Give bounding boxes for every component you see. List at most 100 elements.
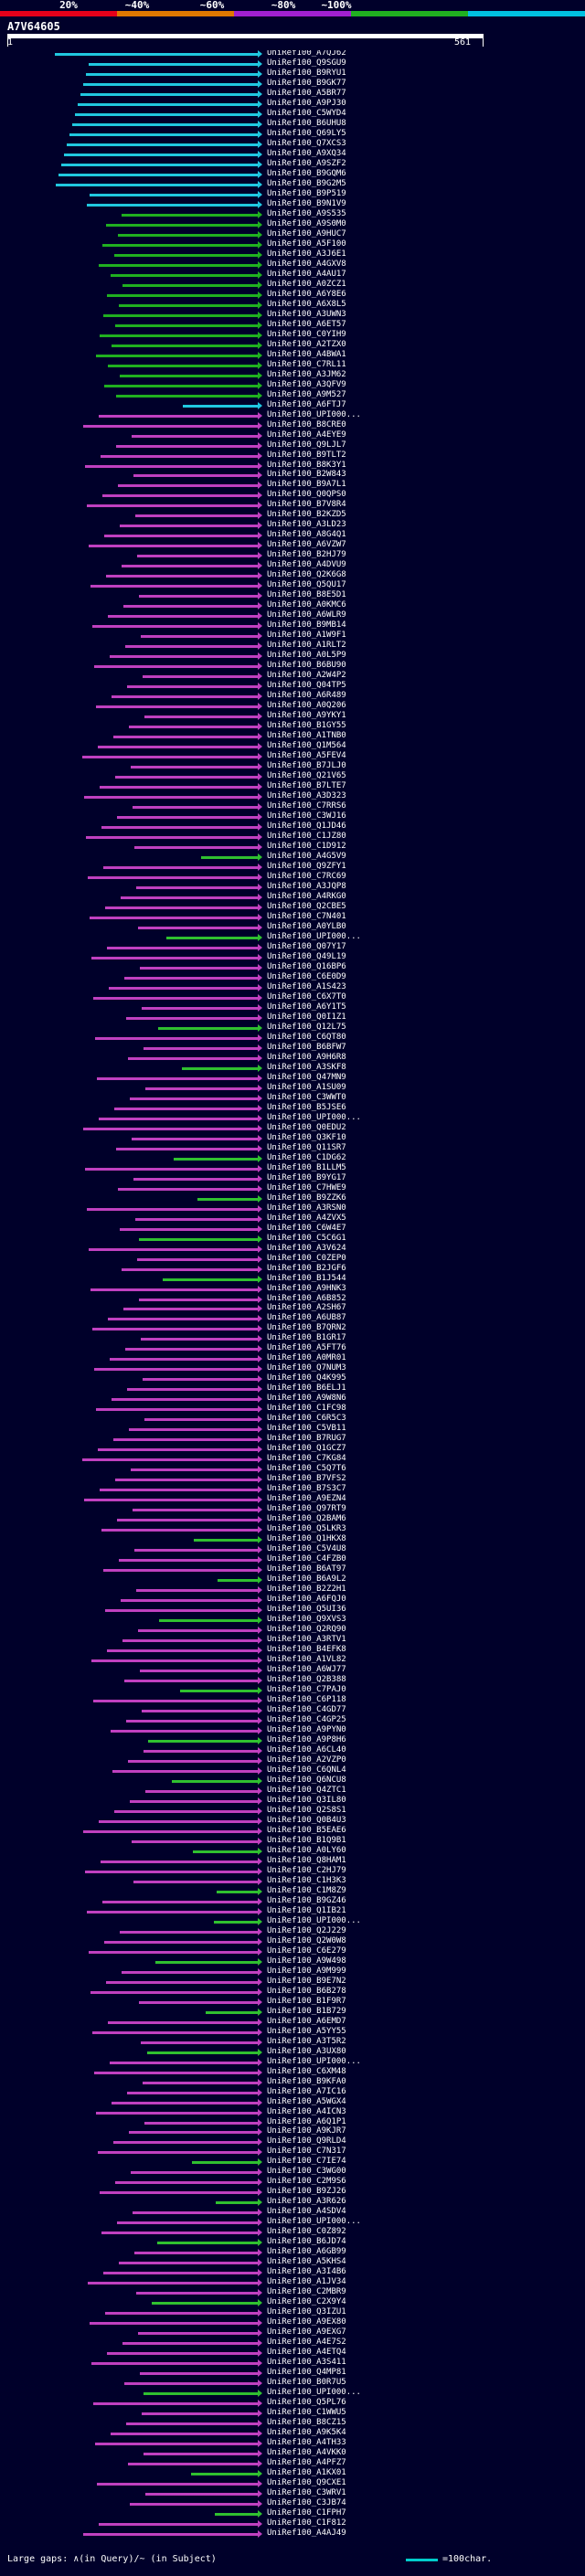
hit-label[interactable]: UniRef100_A9S535 [267,208,346,218]
hit-label[interactable]: UniRef100_Q3IZU1 [267,2307,346,2317]
hit-label[interactable]: UniRef100_B2Z2H1 [267,1585,346,1595]
hit-label[interactable]: UniRef100_B1GY55 [267,721,346,731]
hit-row[interactable]: UniRef100_A9W8N6 [0,1394,585,1404]
hit-row[interactable]: UniRef100_A4SDV4 [0,2207,585,2217]
hit-row[interactable]: UniRef100_B2HJ79 [0,550,585,560]
hit-row[interactable]: UniRef100_B9GQM6 [0,169,585,179]
hit-label[interactable]: UniRef100_A3RTV1 [267,1635,346,1645]
hit-row[interactable]: UniRef100_C5C6G1 [0,1234,585,1244]
hit-row[interactable]: UniRef100_Q7NUM3 [0,1363,585,1373]
hit-row[interactable]: UniRef100_C0YIH9 [0,330,585,340]
hit-label[interactable]: UniRef100_B2KZD5 [267,510,346,520]
hit-row[interactable]: UniRef100_B1F9R7 [0,1997,585,2007]
hit-row[interactable]: UniRef100_A3V624 [0,1244,585,1254]
hit-row[interactable]: UniRef100_A7IC16 [0,2087,585,2097]
hit-label[interactable]: UniRef100_Q2RQ90 [267,1625,346,1635]
hit-label[interactable]: UniRef100_A0Q206 [267,701,346,711]
hit-label[interactable]: UniRef100_Q9SGU9 [267,58,346,68]
hit-label[interactable]: UniRef100_A9EZN4 [267,1494,346,1504]
hit-row[interactable]: UniRef100_A2TZX0 [0,339,585,350]
hit-label[interactable]: UniRef100_C1F812 [267,2518,346,2528]
hit-row[interactable]: UniRef100_UPI000... [0,932,585,942]
hit-row[interactable]: UniRef100_B7VFS2 [0,1474,585,1484]
hit-row[interactable]: UniRef100_B2Z2H1 [0,1585,585,1595]
hit-label[interactable]: UniRef100_A6FTJ7 [267,399,346,409]
hit-row[interactable]: UniRef100_A6X8L5 [0,300,585,310]
hit-label[interactable]: UniRef100_A3RSN0 [267,1203,346,1213]
hit-label[interactable]: UniRef100_C1FPH7 [267,2508,346,2518]
hit-label[interactable]: UniRef100_B9E7N2 [267,1976,346,1986]
hit-row[interactable]: UniRef100_A5FT76 [0,1343,585,1353]
hit-row[interactable]: UniRef100_C2M9S6 [0,2177,585,2187]
hit-label[interactable]: UniRef100_A1W9F1 [267,631,346,641]
hit-row[interactable]: UniRef100_A6EMD7 [0,2016,585,2027]
hit-label[interactable]: UniRef100_A2TZX0 [267,339,346,349]
hit-row[interactable]: UniRef100_B9TLT2 [0,450,585,461]
hit-label[interactable]: UniRef100_A1TNB0 [267,731,346,741]
hit-row[interactable]: UniRef100_C7N401 [0,911,585,922]
hit-row[interactable]: UniRef100_A3S411 [0,2358,585,2368]
hit-label[interactable]: UniRef100_C6W4E7 [267,1223,346,1233]
hit-label[interactable]: UniRef100_A4PFZ7 [267,2458,346,2468]
hit-row[interactable]: UniRef100_B9A7L1 [0,480,585,490]
hit-row[interactable]: UniRef100_A9W498 [0,1956,585,1966]
hit-label[interactable]: UniRef100_A9EX80 [267,2317,346,2327]
hit-label[interactable]: UniRef100_Q8HAM1 [267,1855,346,1865]
hit-label[interactable]: UniRef100_B6UHU8 [267,118,346,128]
hit-label[interactable]: UniRef100_A4TH33 [267,2438,346,2448]
hit-label[interactable]: UniRef100_C1DG62 [267,1152,346,1162]
hit-label[interactable]: UniRef100_Q7XCS3 [267,138,346,148]
hit-label[interactable]: UniRef100_C7N401 [267,911,346,921]
hit-row[interactable]: UniRef100_A6B852 [0,1294,585,1304]
hit-row[interactable]: UniRef100_A0Q206 [0,701,585,711]
hit-row[interactable]: UniRef100_B8CRE0 [0,420,585,430]
hit-row[interactable]: UniRef100_Q21V65 [0,771,585,781]
hit-label[interactable]: UniRef100_B6ELJ1 [267,1383,346,1394]
hit-label[interactable]: UniRef100_B9KFA0 [267,2076,346,2086]
hit-row[interactable]: UniRef100_B9GK77 [0,79,585,89]
hit-row[interactable]: UniRef100_Q2RQ90 [0,1625,585,1635]
hit-label[interactable]: UniRef100_B6AT97 [267,1564,346,1574]
hit-row[interactable]: UniRef100_A9M527 [0,390,585,400]
hit-label[interactable]: UniRef100_B1LLM5 [267,1162,346,1172]
hit-label[interactable]: UniRef100_B1J544 [267,1273,346,1283]
hit-row[interactable]: UniRef100_A4DVU9 [0,560,585,570]
hit-label[interactable]: UniRef100_B9ZJ26 [267,2187,346,2197]
hit-label[interactable]: UniRef100_A9SZF2 [267,158,346,168]
hit-label[interactable]: UniRef100_Q9RLD4 [267,2136,346,2147]
hit-label[interactable]: UniRef100_B9TLT2 [267,450,346,460]
hit-label[interactable]: UniRef100_Q9CXE1 [267,2478,346,2488]
hit-row[interactable]: UniRef100_A4PFZ7 [0,2458,585,2468]
hit-row[interactable]: UniRef100_C5Q7T6 [0,1464,585,1474]
hit-row[interactable]: UniRef100_A1S423 [0,982,585,992]
hit-label[interactable]: UniRef100_C1M8Z9 [267,1885,346,1895]
hit-row[interactable]: UniRef100_A2VZP0 [0,1755,585,1765]
hit-row[interactable]: UniRef100_C6E279 [0,1946,585,1956]
hit-row[interactable]: UniRef100_B1GY55 [0,721,585,731]
hit-label[interactable]: UniRef100_A6EMD7 [267,2016,346,2026]
hit-label[interactable]: UniRef100_A9S0M0 [267,218,346,228]
hit-row[interactable]: UniRef100_Q2W0W8 [0,1936,585,1946]
hit-row[interactable]: UniRef100_A1TNB0 [0,731,585,741]
hit-row[interactable]: UniRef100_A3RTV1 [0,1635,585,1645]
hit-label[interactable]: UniRef100_C0ZEP0 [267,1253,346,1263]
hit-row[interactable]: UniRef100_C3WJ16 [0,811,585,822]
hit-row[interactable]: UniRef100_C1JZ80 [0,832,585,842]
hit-label[interactable]: UniRef100_C5Q7T6 [267,1464,346,1474]
hit-row[interactable]: UniRef100_Q47MN9 [0,1073,585,1083]
hit-label[interactable]: UniRef100_A4G5V9 [267,852,346,862]
hit-row[interactable]: UniRef100_B9N1V9 [0,199,585,209]
hit-label[interactable]: UniRef100_A3T5R2 [267,2036,346,2046]
hit-label[interactable]: UniRef100_A9M999 [267,1966,346,1976]
hit-label[interactable]: UniRef100_B2W843 [267,470,346,480]
hit-label[interactable]: UniRef100_B6JD74 [267,2237,346,2247]
hit-row[interactable]: UniRef100_A9EZN4 [0,1494,585,1504]
hit-row[interactable]: UniRef100_Q1JD46 [0,822,585,832]
hit-row[interactable]: UniRef100_A9HUC7 [0,229,585,239]
hit-label[interactable]: UniRef100_C7N317 [267,2147,346,2157]
hit-row[interactable]: UniRef100_A9XQ34 [0,149,585,159]
hit-row[interactable]: UniRef100_A2W4P2 [0,671,585,681]
hit-row[interactable]: UniRef100_B9MB14 [0,620,585,631]
hit-label[interactable]: UniRef100_A5BR77 [267,88,346,98]
hit-label[interactable]: UniRef100_A1SU09 [267,1082,346,1092]
